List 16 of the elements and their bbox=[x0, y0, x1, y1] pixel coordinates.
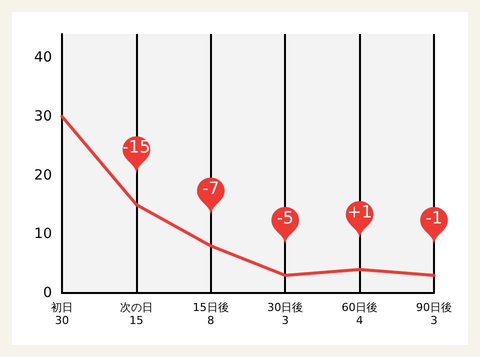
annotation: -15 bbox=[122, 138, 150, 158]
annotation: -7 bbox=[202, 178, 220, 199]
annotation: -5 bbox=[276, 208, 294, 228]
y-tick-label: 40 bbox=[34, 50, 52, 66]
x-tick-label: 次の日 15 bbox=[120, 301, 153, 327]
y-tick-label: 20 bbox=[34, 167, 52, 184]
x-tick-label: 初日 30 bbox=[51, 301, 73, 327]
y-tick-label: 0 bbox=[43, 285, 52, 301]
x-tick-label: 15日後 8 bbox=[192, 301, 229, 327]
x-tick-label: 60日後 4 bbox=[342, 301, 378, 327]
y-tick-label: 10 bbox=[34, 226, 52, 242]
x-tick-label: 30日後 3 bbox=[267, 301, 304, 327]
x-tick-label: 90日後 3 bbox=[416, 301, 452, 327]
annotation: -1 bbox=[426, 208, 442, 228]
annotation: +1 bbox=[347, 202, 372, 222]
y-tick-label: 30 bbox=[34, 108, 52, 124]
